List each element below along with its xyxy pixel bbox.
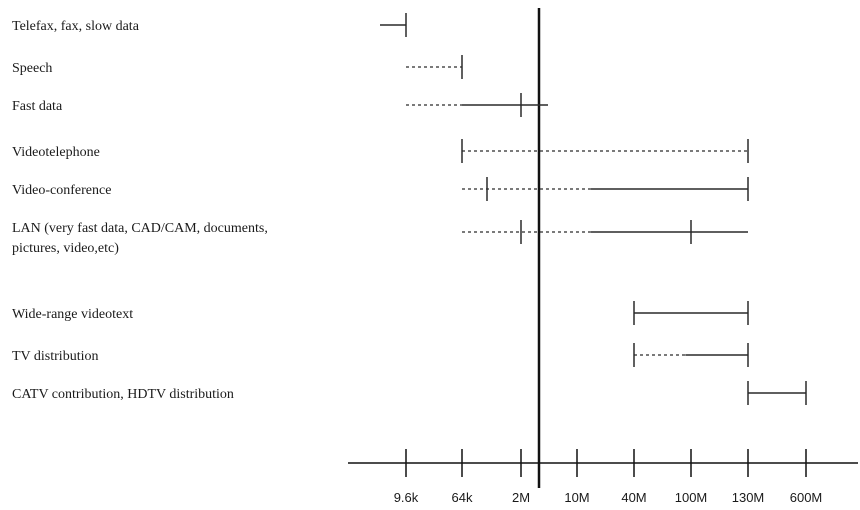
service-label: CATV contribution, HDTV distribution: [12, 387, 234, 402]
x-tick-label: 600M: [790, 490, 823, 505]
service-labels: Telefax, fax, slow data Speech Fast data Vi…: [12, 19, 268, 402]
x-tick-label: 100M: [675, 490, 708, 505]
service-label: Video-conference: [12, 183, 111, 198]
service-label: Videotelephone: [12, 145, 100, 160]
service-ranges: [380, 8, 807, 488]
x-tick-label: 9.6k: [394, 490, 419, 505]
x-tick-label: 64k: [452, 490, 473, 505]
x-tick-label: 40M: [621, 490, 646, 505]
x-axis: 9.6k 64k 2M 10M 40M 100M 130M 600M: [348, 449, 858, 505]
service-label: LAN (very fast data, CAD/CAM, documents,: [12, 221, 268, 236]
x-tick-label: 130M: [732, 490, 765, 505]
service-label: Fast data: [12, 99, 63, 114]
service-label: TV distribution: [12, 349, 98, 364]
service-label: Wide-range videotext: [12, 307, 133, 322]
x-tick-label: 10M: [564, 490, 589, 505]
service-label: Speech: [12, 61, 52, 76]
service-label: Telefax, fax, slow data: [12, 19, 140, 34]
service-label: pictures, video,etc): [12, 241, 119, 256]
x-tick-label: 2M: [512, 490, 530, 505]
